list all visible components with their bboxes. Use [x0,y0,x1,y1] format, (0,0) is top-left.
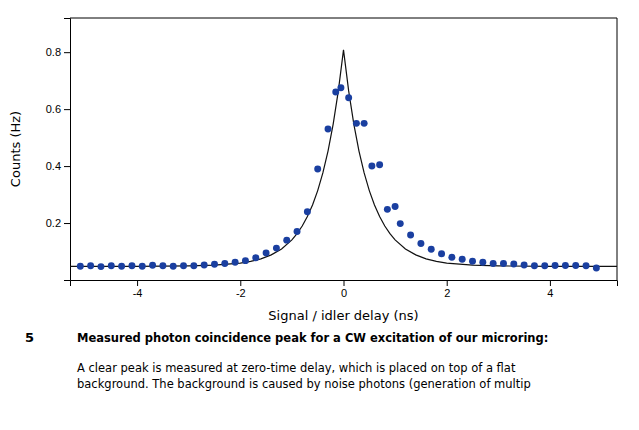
data-point [368,163,375,170]
tick-mark [550,280,551,286]
axis-line [71,281,618,287]
tick: 2 [444,280,450,299]
axis-line [64,19,71,281]
data-point [521,261,528,268]
tick-label: -4 [133,287,143,299]
tick: -2 [236,280,246,299]
tick-mark [447,280,448,286]
caption: 5 Measured photon coincidence peak for a … [25,330,548,391]
data-point [353,120,360,127]
plot: -4 -2 0 2 4 0.2 0.4 0.6 0.8 Signal / idler delay … [8,18,618,323]
data-point [562,262,569,269]
tick: 0.6 [46,103,70,115]
data-point [552,262,559,269]
data-point [325,126,332,133]
data-point [384,206,391,213]
caption-line: background. The background is caused by … [77,377,531,391]
data-point [361,120,368,127]
tick-label: 0 [341,287,347,299]
data-point [190,262,197,269]
data-point [159,262,166,269]
figure-label: 5 [25,330,34,345]
data-point [87,262,94,269]
data-point [118,263,125,270]
data-point [469,258,476,265]
y-axis: 0.2 0.4 0.6 0.8 [46,19,71,281]
tick-mark [344,280,345,286]
data-point [252,254,259,261]
y-axis-title: Counts (Hz) [8,111,23,187]
data-point [345,94,352,101]
data-point [139,263,146,270]
data-point [242,257,249,264]
tick-mark [240,280,241,286]
data-point [407,232,414,239]
fit-line [70,50,617,266]
data-point [376,161,383,168]
x-axis-title: Signal / idler delay (ns) [268,308,418,323]
data-point [283,237,290,244]
data-point [531,262,538,269]
data-point [572,262,579,269]
data-point [541,262,548,269]
tick-label: 2 [444,287,450,299]
chart: -4 -2 0 2 4 0.2 0.4 0.6 0.8 Signal / idler delay … [0,0,639,430]
tick-mark [64,52,70,53]
data-point [428,246,435,253]
caption-text: A clear peak is measured at zero-time de… [77,361,531,391]
data-point [149,262,156,269]
data-point [232,259,239,266]
data-point [170,263,177,270]
data-point [77,263,84,270]
data-point [263,249,270,256]
data-point [397,220,404,227]
tick: 0.4 [46,160,70,172]
tick-label: 0.8 [46,46,61,58]
data-point [490,260,497,267]
data-point [180,262,187,269]
tick-label: 0.2 [46,217,61,229]
data-point [583,262,590,269]
frame-right [617,18,618,280]
data-point [97,263,104,270]
tick-label: 4 [547,287,553,299]
tick-mark [64,166,70,167]
data-point [314,165,321,172]
data-point [500,260,507,267]
tick: 0 [341,280,347,299]
tick-mark [64,109,70,110]
data-point [294,228,301,235]
caption-line: A clear peak is measured at zero-time de… [77,361,516,375]
data-point [438,250,445,257]
data-point [510,261,517,268]
tick-mark [64,223,70,224]
tick-label: 0.4 [46,160,61,172]
frame-top [70,18,617,19]
tick-label: 0.6 [46,103,61,115]
data-point [392,203,399,210]
data-point [211,261,218,268]
tick-label: -2 [236,287,246,299]
tick: -4 [133,280,143,299]
data-point [201,261,208,268]
data-point [448,254,455,261]
data-point [108,262,115,269]
data-point [273,245,280,252]
tick: 0.2 [46,217,70,229]
x-axis: -4 -2 0 2 4 [71,280,618,299]
tick: 4 [547,280,553,299]
data-point [337,84,344,91]
tick: 0.8 [46,46,70,58]
data-point [479,259,486,266]
tick-mark [137,280,138,286]
data-point [304,208,311,215]
caption-title: Measured photon coincidence peak for a C… [77,331,548,345]
data-point [128,262,135,269]
data-point [459,256,466,263]
data-point [417,240,424,247]
marks [70,50,617,272]
data-point [593,265,600,272]
data-point [221,260,228,267]
